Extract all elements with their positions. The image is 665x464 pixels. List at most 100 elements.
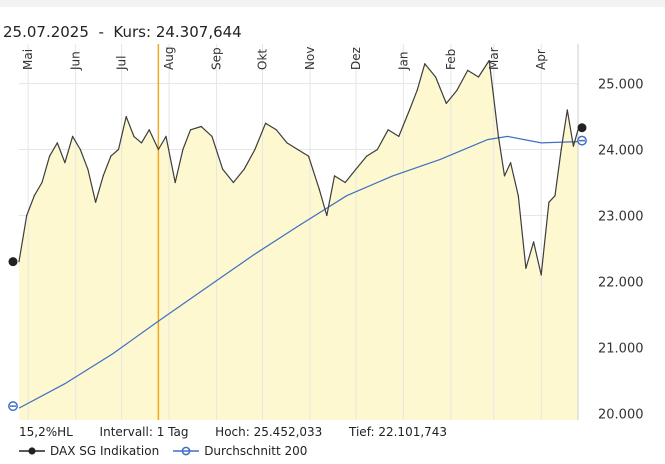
chart-header: 25.07.2025 - Kurs: 24.307,644 [3, 23, 242, 41]
price-point [424, 63, 426, 65]
price-point [376, 148, 378, 151]
price-point [548, 201, 550, 203]
price-point [87, 168, 89, 170]
legend-item-average[interactable]: Durchschnitt 200 [173, 444, 307, 458]
price-start-marker [8, 257, 18, 267]
y-tick-label: 24.000 [598, 144, 644, 159]
price-point [525, 267, 527, 269]
price-point [318, 188, 320, 190]
price-point [456, 89, 458, 91]
footer-interval: Intervall: 1 Tag [99, 425, 189, 439]
header-date: 25.07.2025 [3, 23, 89, 41]
x-tick-label: Jun [69, 51, 83, 71]
average-start-marker [8, 401, 18, 412]
price-point [286, 142, 288, 144]
price-point [72, 135, 74, 137]
price-point [189, 129, 192, 131]
price-point [344, 181, 346, 184]
x-tick-label: Jul [115, 56, 129, 71]
price-point [307, 155, 310, 157]
price-point [517, 195, 519, 197]
price-point [275, 129, 277, 131]
price-point [488, 59, 490, 62]
header-price-value: 24.307,644 [155, 23, 242, 41]
x-tick-label: Aug [162, 47, 176, 70]
price-point [435, 76, 437, 78]
average-line [18, 135, 579, 409]
top-band [0, 0, 665, 7]
chart-footer: 15,2%HL Intervall: 1 Tag Hoch: 25.452,03… [19, 425, 447, 439]
price-point [467, 69, 469, 71]
x-tick-label: Dez [349, 47, 363, 70]
x-tick-label: Sep [210, 47, 224, 70]
price-point [387, 129, 389, 131]
legend-label-average: Durchschnitt 200 [204, 444, 308, 458]
y-tick-label: 22.000 [598, 275, 644, 290]
price-point [355, 168, 357, 170]
x-tick-label: Jan [396, 52, 410, 72]
y-axis-labels: 20.000 21.000 22.000 23.000 24.000 25.000 [598, 78, 644, 423]
x-tick-label: Feb [444, 49, 458, 70]
price-point [554, 195, 556, 197]
x-tick-label: Mai [21, 49, 35, 70]
price-point [211, 135, 213, 137]
y-tick-label: 23.000 [598, 210, 644, 225]
y-tick-label: 21.000 [598, 341, 644, 356]
chart-legend: DAX SG Indikation Durchschnitt 200 [19, 444, 321, 458]
footer-hl: 15,2%HL [19, 425, 73, 439]
price-point [540, 274, 542, 276]
price-point [477, 76, 480, 78]
price-point [182, 148, 184, 151]
price-point [117, 148, 120, 151]
price-point [95, 201, 97, 203]
price-point [333, 175, 336, 177]
price-point [503, 175, 506, 177]
price-point [49, 155, 51, 157]
price-end-marker [577, 123, 587, 133]
legend-label-price: DAX SG Indikation [50, 444, 160, 458]
footer-low: Tief: 22.101,743 [349, 425, 448, 439]
price-point [497, 135, 499, 137]
price-point [174, 181, 176, 184]
price-point [510, 162, 512, 164]
price-point [254, 148, 256, 151]
y-tick-label: 25.000 [598, 78, 644, 93]
price-point [41, 181, 43, 184]
price-point [64, 162, 66, 164]
price-point [125, 116, 127, 118]
legend-item-price[interactable]: DAX SG Indikation [19, 444, 159, 458]
header-separator: - [98, 23, 104, 41]
price-chart[interactable]: Mai Jun Jul Aug Sep Okt Nov Dez Jan Feb Mar Apr 20.0… [0, 0, 665, 425]
price-point [140, 142, 143, 144]
price-point [398, 135, 400, 137]
price-point [408, 109, 411, 111]
price-point [533, 241, 535, 243]
price-point [222, 168, 224, 170]
price-point [148, 129, 150, 131]
price-point [33, 195, 35, 197]
price-point [366, 155, 368, 157]
price-point [416, 89, 418, 91]
average-end-marker [577, 135, 587, 146]
x-tick-label: Okt [256, 49, 270, 70]
price-point [445, 102, 447, 104]
y-tick-label: 20.000 [598, 407, 644, 422]
price-point [18, 261, 20, 263]
line-dot-icon [19, 447, 45, 455]
price-point [232, 181, 234, 184]
price-point [243, 168, 245, 170]
x-tick-label: Nov [303, 47, 317, 70]
price-point [110, 155, 112, 157]
price-points [18, 59, 579, 276]
header-price-label: Kurs: [113, 23, 152, 41]
price-point [157, 148, 159, 151]
price-point [265, 122, 267, 124]
price-point [133, 135, 135, 137]
footer-high: Hoch: 25.452,033 [215, 425, 323, 439]
price-point [102, 175, 104, 177]
x-tick-label: Mar [487, 47, 501, 70]
price-point [165, 135, 167, 137]
x-tick-label: Apr [534, 49, 548, 70]
month-gridlines [27, 44, 542, 420]
price-point [200, 125, 202, 128]
